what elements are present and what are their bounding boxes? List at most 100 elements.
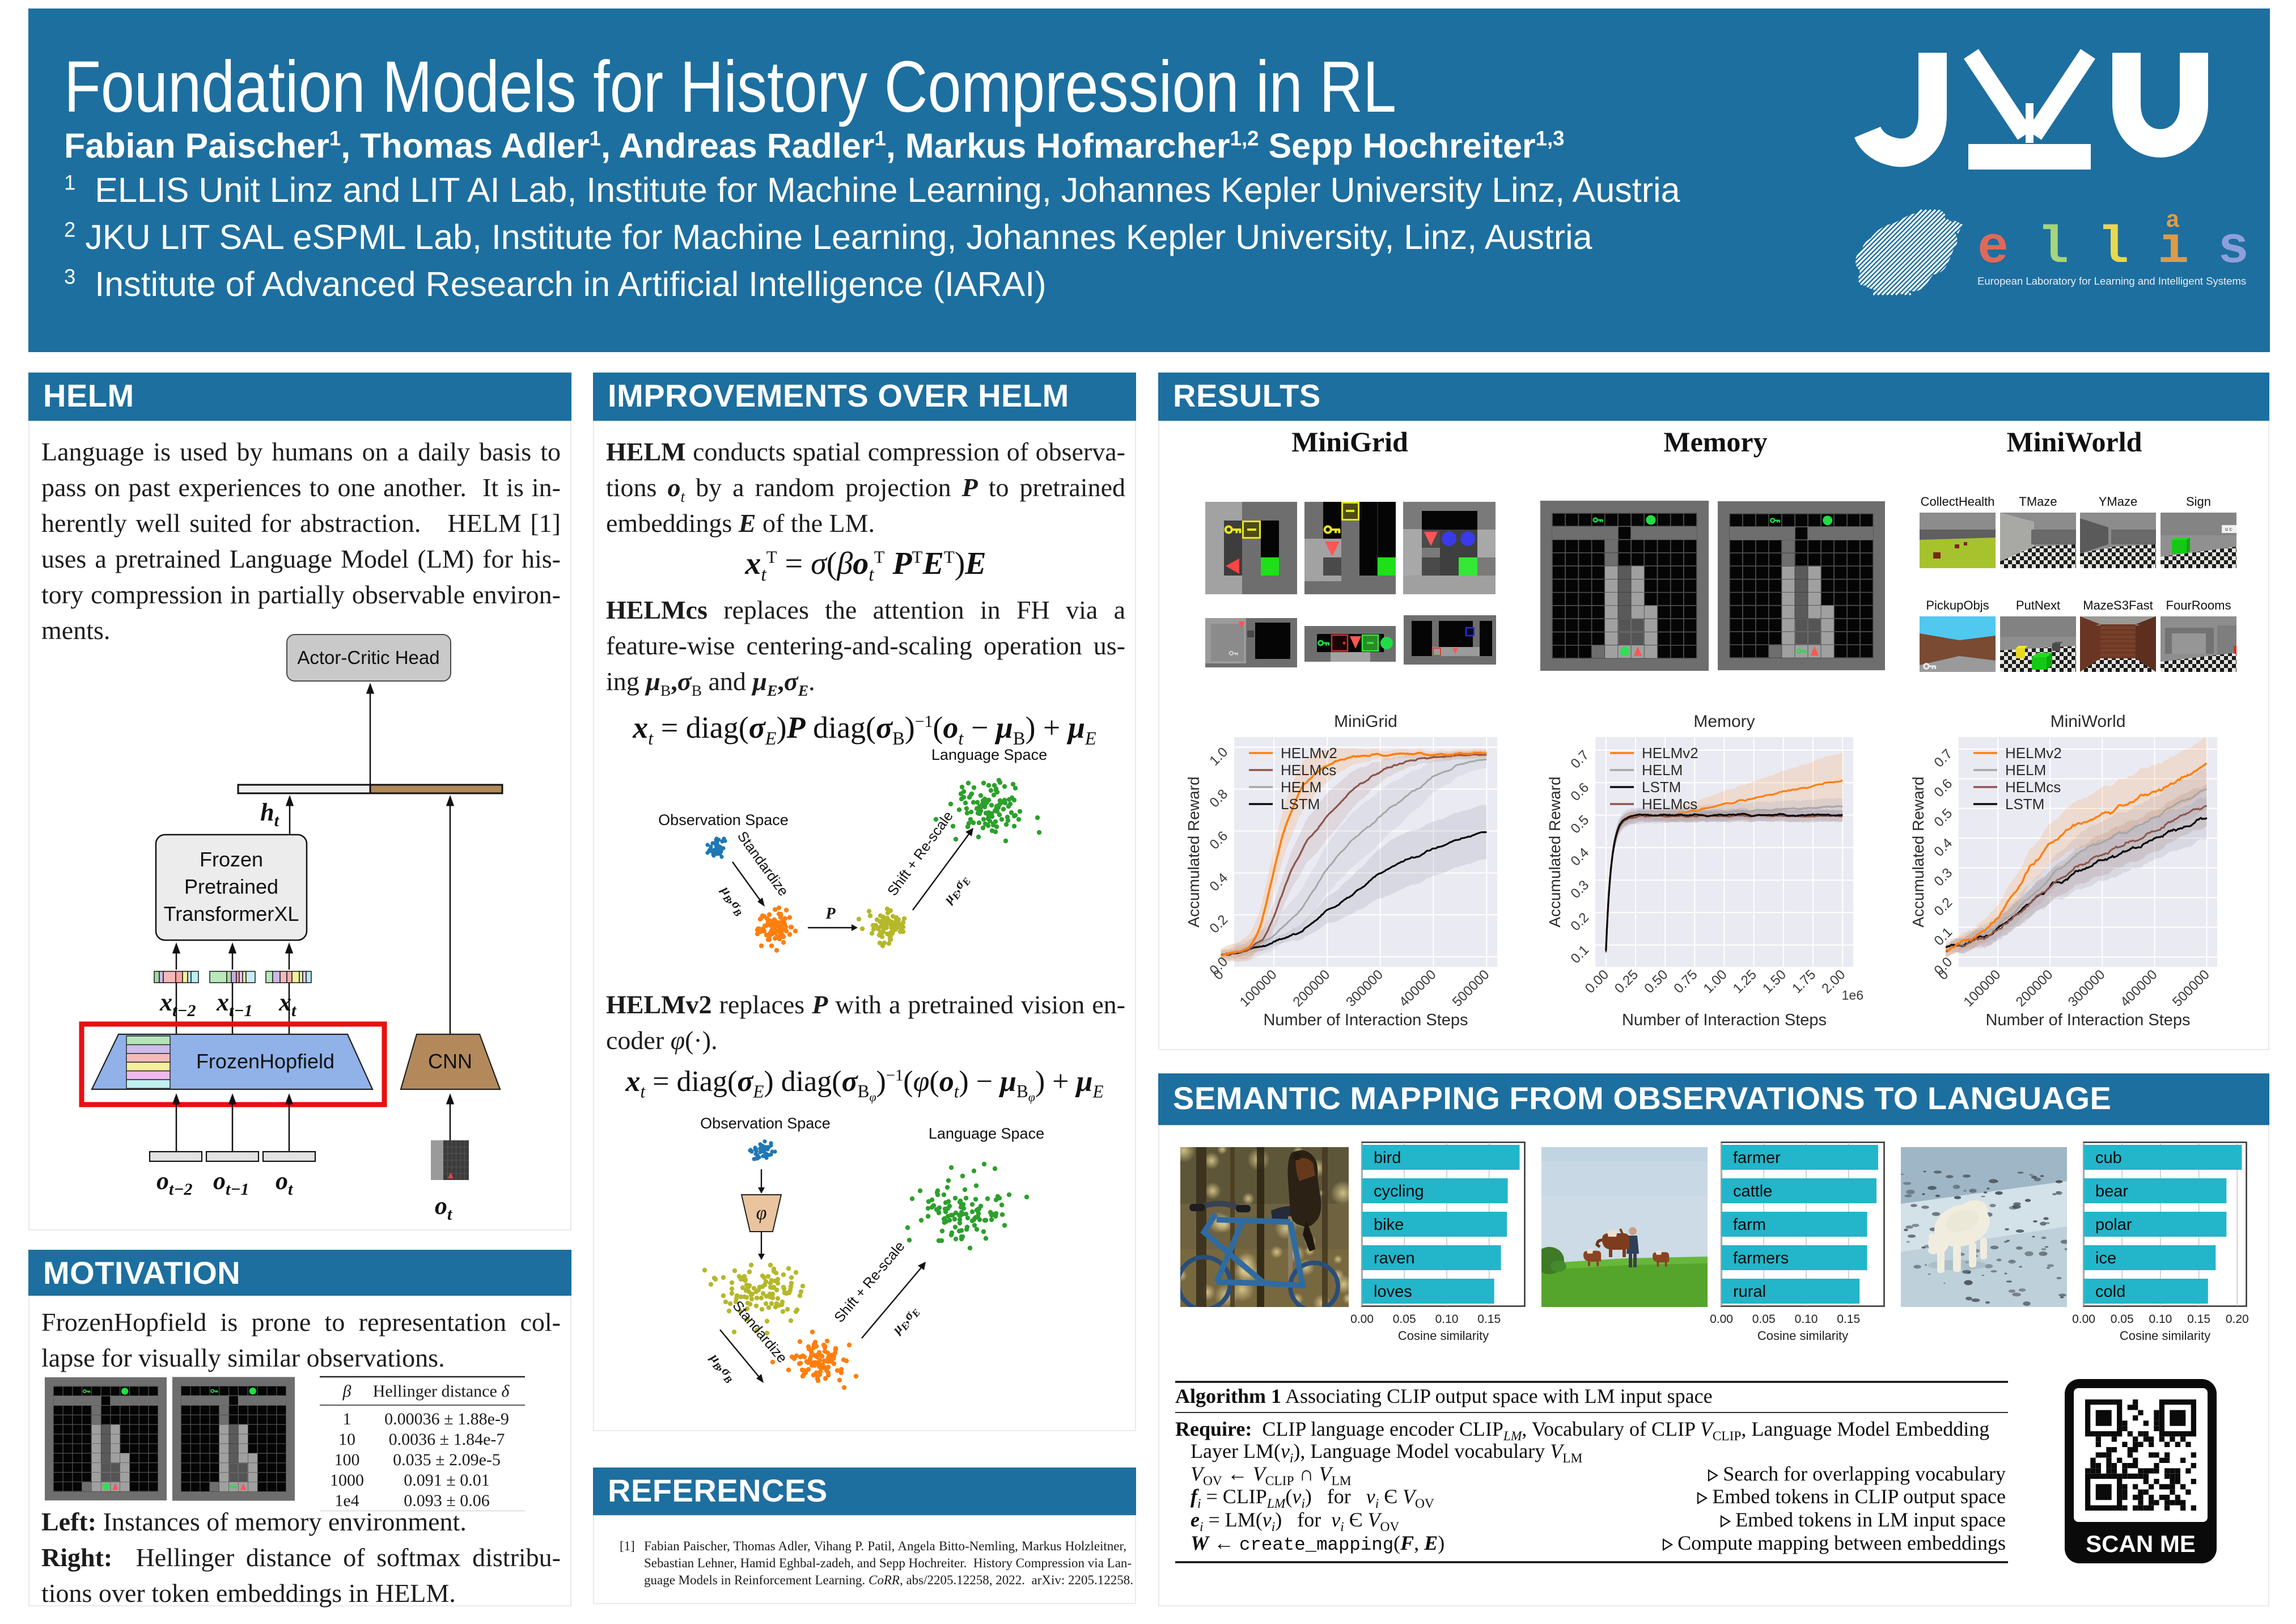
svg-text:e: e bbox=[1977, 218, 2009, 278]
svg-text:HELM: HELM bbox=[1642, 762, 1683, 779]
svg-text:xt−2: xt−2 bbox=[159, 988, 196, 1020]
svg-text:0.093 ± 0.06: 0.093 ± 0.06 bbox=[404, 1491, 489, 1510]
svg-text:Language Space: Language Space bbox=[929, 1125, 1044, 1142]
svg-text:Cosine similarity: Cosine similarity bbox=[2120, 1329, 2210, 1343]
svg-text:farmers: farmers bbox=[1733, 1249, 1789, 1267]
svg-text:LSTM: LSTM bbox=[1642, 779, 1681, 796]
svg-text:1e4: 1e4 bbox=[334, 1491, 359, 1510]
svg-text:1.00: 1.00 bbox=[1701, 967, 1730, 996]
svg-text:l: l bbox=[2037, 218, 2069, 278]
svg-text:φ: φ bbox=[756, 1203, 767, 1224]
svg-text:Pretrained: Pretrained bbox=[184, 875, 278, 898]
svg-text:ice: ice bbox=[2095, 1249, 2116, 1267]
svg-text:0.6: 0.6 bbox=[1931, 776, 1956, 801]
svg-text:ı: ı bbox=[2158, 218, 2189, 278]
svg-text:0.15: 0.15 bbox=[1837, 1313, 1860, 1326]
svg-text:MiniWorld: MiniWorld bbox=[2051, 712, 2126, 731]
svg-text:0.4: 0.4 bbox=[1207, 870, 1231, 895]
svg-text:ot−2: ot−2 bbox=[156, 1167, 193, 1199]
svg-text:P: P bbox=[825, 905, 836, 923]
svg-text:0.5: 0.5 bbox=[1931, 806, 1956, 830]
svg-text:Hellinger distance δ: Hellinger distance δ bbox=[373, 1382, 510, 1401]
svg-text:100000: 100000 bbox=[1961, 967, 2004, 1010]
svg-text:0.3: 0.3 bbox=[1931, 865, 1956, 890]
svg-text:LSTM: LSTM bbox=[2005, 796, 2044, 813]
svg-text:u c: u c bbox=[2225, 526, 2233, 532]
svg-text:cold: cold bbox=[2095, 1283, 2125, 1301]
svg-text:HELMv2: HELMv2 bbox=[1281, 745, 1337, 762]
svg-text:500000: 500000 bbox=[2170, 967, 2213, 1010]
svg-text:0.2: 0.2 bbox=[1931, 895, 1956, 919]
svg-text:0.1: 0.1 bbox=[1568, 942, 1592, 967]
svg-text:farm: farm bbox=[1733, 1216, 1766, 1234]
svg-text:1.25: 1.25 bbox=[1730, 967, 1760, 996]
svg-text:0.50: 0.50 bbox=[1641, 967, 1671, 996]
svg-text:400000: 400000 bbox=[1396, 967, 1439, 1010]
svg-text:Number of Interaction Steps: Number of Interaction Steps bbox=[1622, 1011, 1827, 1029]
svg-text:0.00: 0.00 bbox=[1582, 967, 1612, 996]
svg-text:100: 100 bbox=[334, 1450, 360, 1469]
svg-text:300000: 300000 bbox=[1343, 967, 1386, 1010]
svg-text:rural: rural bbox=[1733, 1283, 1766, 1301]
svg-text:Language Space: Language Space bbox=[931, 748, 1047, 763]
svg-text:0.8: 0.8 bbox=[1207, 786, 1231, 811]
svg-text:cycling: cycling bbox=[1374, 1182, 1424, 1200]
svg-text:Number of Interaction Steps: Number of Interaction Steps bbox=[1263, 1011, 1468, 1029]
svg-text:1e6: 1e6 bbox=[1842, 988, 1863, 1003]
svg-text:xt: xt bbox=[278, 988, 297, 1020]
svg-text:0.2: 0.2 bbox=[1568, 910, 1592, 934]
svg-text:Frozen: Frozen bbox=[200, 848, 263, 871]
svg-text:Cosine similarity: Cosine similarity bbox=[1757, 1329, 1848, 1343]
svg-text:10: 10 bbox=[338, 1430, 355, 1449]
svg-text:0.20: 0.20 bbox=[2226, 1313, 2249, 1326]
svg-text:0.15: 0.15 bbox=[1477, 1313, 1501, 1326]
svg-text:0.035 ± 2.09e-5: 0.035 ± 2.09e-5 bbox=[393, 1450, 501, 1469]
svg-text:0.10: 0.10 bbox=[1435, 1313, 1459, 1326]
svg-text:HELMcs: HELMcs bbox=[1642, 796, 1697, 813]
svg-text:Accumulated Reward: Accumulated Reward bbox=[1546, 776, 1564, 927]
svg-text:0.4: 0.4 bbox=[1568, 845, 1592, 869]
svg-text:0.091 ± 0.01: 0.091 ± 0.01 bbox=[404, 1471, 489, 1490]
svg-text:0.00: 0.00 bbox=[1350, 1313, 1374, 1326]
svg-text:0.05: 0.05 bbox=[2111, 1313, 2134, 1326]
svg-text:HELMv2: HELMv2 bbox=[2005, 745, 2062, 762]
svg-text:Standardize: Standardize bbox=[730, 1298, 790, 1366]
svg-text:0.0036 ± 1.84e-7: 0.0036 ± 1.84e-7 bbox=[389, 1430, 505, 1449]
svg-text:bird: bird bbox=[1374, 1149, 1401, 1167]
svg-text:0.3: 0.3 bbox=[1568, 877, 1592, 902]
svg-text:farmer: farmer bbox=[1733, 1149, 1781, 1167]
svg-text:bear: bear bbox=[2095, 1182, 2128, 1200]
svg-text:Memory: Memory bbox=[1693, 712, 1755, 731]
svg-text:Shift + Re-scale: Shift + Re-scale bbox=[884, 808, 956, 899]
svg-text:LSTM: LSTM bbox=[1281, 796, 1320, 813]
svg-text:1.50: 1.50 bbox=[1760, 967, 1789, 996]
svg-text:0.00: 0.00 bbox=[1710, 1313, 1733, 1326]
svg-text:cub: cub bbox=[2095, 1149, 2122, 1167]
svg-text:0.00: 0.00 bbox=[2072, 1313, 2095, 1326]
svg-text:300000: 300000 bbox=[2065, 967, 2108, 1010]
svg-text:0.5: 0.5 bbox=[1568, 813, 1592, 837]
svg-text:polar: polar bbox=[2095, 1216, 2132, 1234]
svg-text:MiniGrid: MiniGrid bbox=[1334, 712, 1397, 731]
svg-text:SCAN ME: SCAN ME bbox=[2086, 1530, 2196, 1557]
svg-text:0.25: 0.25 bbox=[1612, 967, 1641, 996]
svg-text:Standardize: Standardize bbox=[734, 828, 791, 899]
svg-text:μE,σE: μE,σE bbox=[889, 1303, 922, 1338]
svg-text:0.15: 0.15 bbox=[2187, 1313, 2210, 1326]
svg-text:Actor-Critic Head: Actor-Critic Head bbox=[297, 647, 439, 668]
svg-text:cattle: cattle bbox=[1733, 1182, 1772, 1200]
svg-text:0.6: 0.6 bbox=[1568, 780, 1592, 804]
svg-text:0.10: 0.10 bbox=[2149, 1313, 2172, 1326]
svg-text:100000: 100000 bbox=[1237, 967, 1280, 1010]
svg-text:1000: 1000 bbox=[330, 1471, 364, 1490]
svg-text:β: β bbox=[342, 1382, 351, 1401]
svg-text:0.2: 0.2 bbox=[1207, 912, 1231, 937]
svg-text:a: a bbox=[2166, 207, 2180, 234]
svg-text:0.6: 0.6 bbox=[1207, 828, 1231, 853]
svg-text:Observation Space: Observation Space bbox=[658, 811, 789, 828]
svg-text:μB,σB: μB,σB bbox=[716, 883, 748, 919]
svg-text:0.00036 ± 1.88e-9: 0.00036 ± 1.88e-9 bbox=[384, 1410, 509, 1428]
svg-text:μB,σB: μB,σB bbox=[705, 1350, 739, 1385]
svg-text:Shift + Re-scale: Shift + Re-scale bbox=[831, 1238, 908, 1326]
svg-text:400000: 400000 bbox=[2117, 967, 2161, 1010]
